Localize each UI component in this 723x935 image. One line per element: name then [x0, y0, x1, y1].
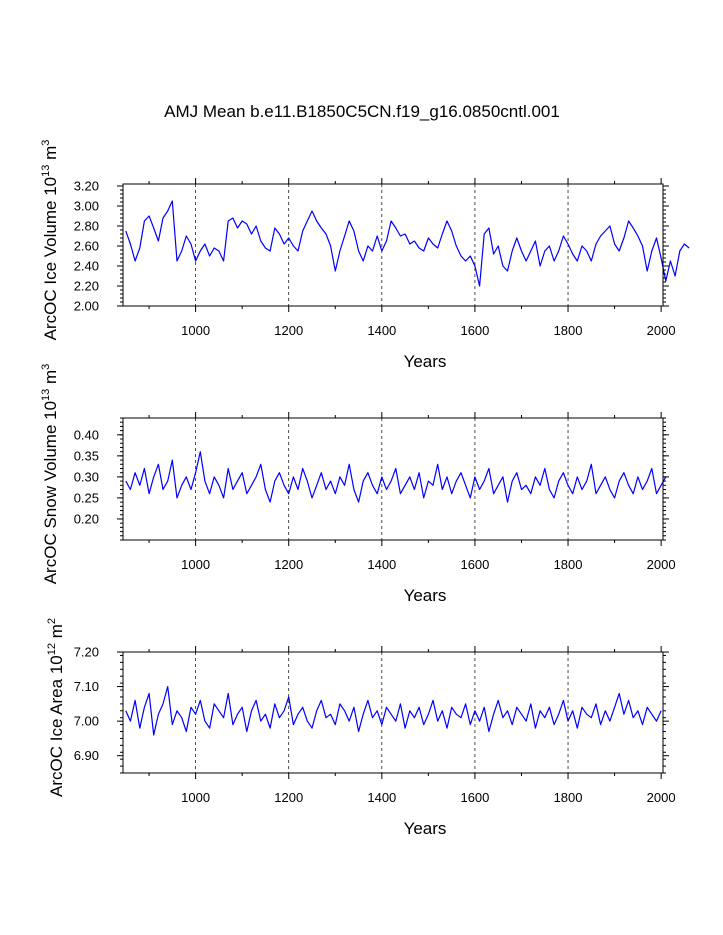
figure-title: AMJ Mean b.e11.B1850C5CN.f19_g16.0850cnt…: [164, 102, 560, 121]
panel-2: 1000 1200 1400 1600 1800 2000 0.20 0.25 0.30 0.35…: [40, 364, 676, 605]
x-tick-label: 1400: [367, 323, 396, 338]
plot-frame: [122, 417, 664, 541]
x-tick-label: 1400: [367, 790, 396, 805]
y-axis-title: ArcOC Ice Area 1012 m2: [46, 618, 66, 797]
series-line: [125, 200, 690, 287]
x-axis-title: Years: [404, 586, 447, 605]
x-tick-label: 2000: [647, 790, 676, 805]
y-tick-label: 0.40: [74, 427, 99, 442]
y-tick-label: 2.20: [74, 279, 99, 294]
y-tick-label: 0.20: [74, 511, 99, 526]
x-tick-label: 1800: [554, 557, 583, 572]
y-tick-label: 2.00: [74, 299, 99, 314]
y-tick-label: 3.00: [74, 199, 99, 214]
plot-frame: [122, 183, 664, 307]
x-tick-label: 2000: [647, 323, 676, 338]
x-tick-label: 1200: [274, 790, 303, 805]
x-tick-label: 2000: [647, 557, 676, 572]
y-tick-label: 7.10: [74, 679, 99, 694]
panel-3: 1000 1200 1400 1600 1800 2000 6.90 7.00 7.10 7.20…: [46, 618, 676, 838]
panel-1: 1000 1200 1400 1600 1800 2000 2.00 2.20 2.40 2.60…: [40, 140, 690, 371]
x-tick-label: 1800: [554, 323, 583, 338]
y-tick-label: 6.90: [74, 748, 99, 763]
x-tick-label: 1600: [460, 323, 489, 338]
x-tick-label: 1000: [181, 790, 210, 805]
series-line: [125, 451, 667, 503]
y-tick-label: 7.00: [74, 714, 99, 729]
x-axis-title: Years: [404, 819, 447, 838]
y-tick-label: 0.30: [74, 469, 99, 484]
x-tick-label: 1200: [274, 557, 303, 572]
y-axis-title: ArcOC Snow Volume 1013 m3: [40, 364, 60, 585]
y-axis-title: ArcOC Ice Volume 1013 m3: [40, 140, 60, 341]
x-tick-label: 1600: [460, 790, 489, 805]
panels-container: 1000 1200 1400 1600 1800 2000 2.00 2.20 2.40 2.60…: [40, 140, 690, 838]
y-tick-label: 2.80: [74, 219, 99, 234]
x-axis-title: Years: [404, 352, 447, 371]
x-tick-label: 1200: [274, 323, 303, 338]
y-tick-label: 3.20: [74, 179, 99, 194]
y-tick-label: 2.60: [74, 239, 99, 254]
x-tick-label: 1600: [460, 557, 489, 572]
y-tick-label: 0.25: [74, 490, 99, 505]
plot-frame: [122, 651, 664, 774]
x-tick-label: 1400: [367, 557, 396, 572]
x-tick-label: 1000: [181, 323, 210, 338]
y-tick-label: 2.40: [74, 259, 99, 274]
y-tick-label: 7.20: [74, 645, 99, 660]
x-tick-label: 1000: [181, 557, 210, 572]
y-tick-label: 0.35: [74, 448, 99, 463]
series-line: [125, 685, 662, 736]
x-tick-label: 1800: [554, 790, 583, 805]
